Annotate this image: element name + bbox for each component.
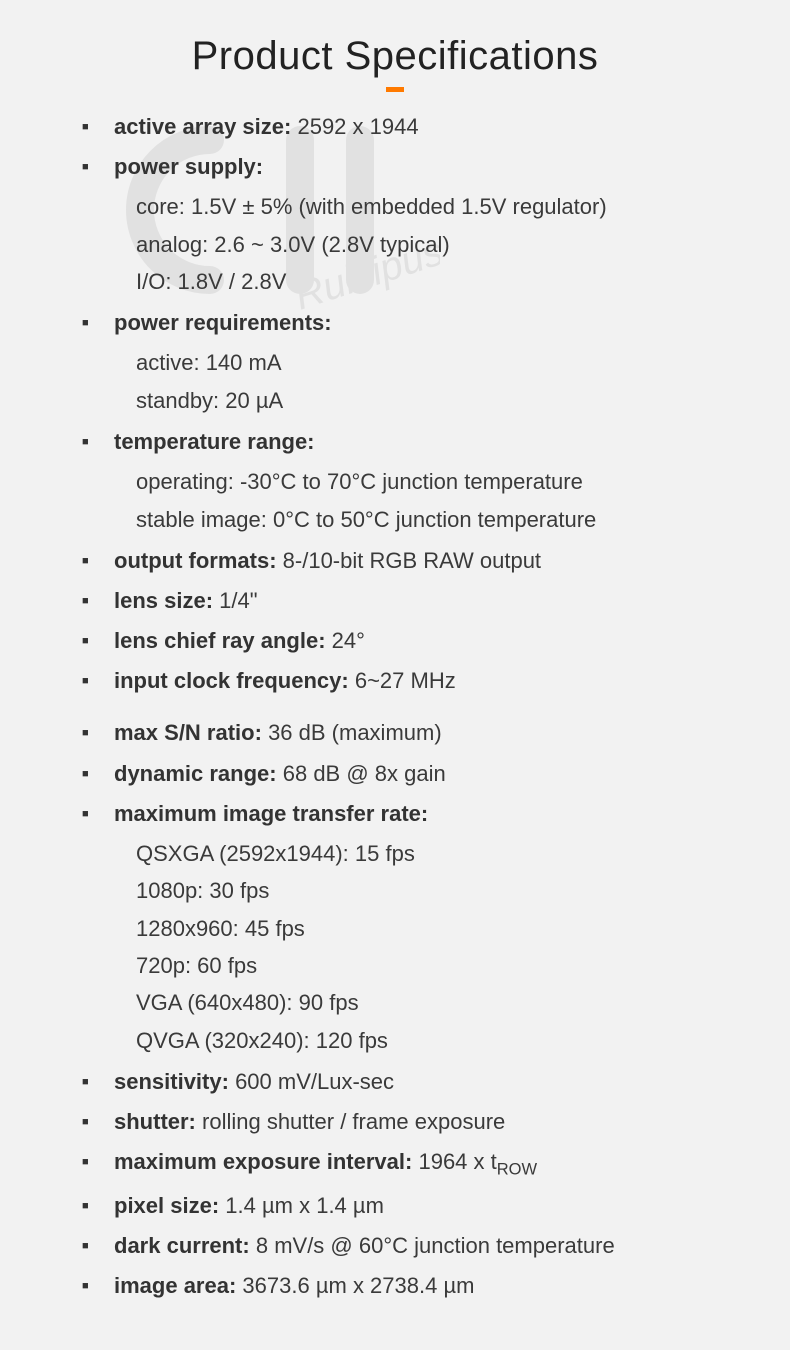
- spec-subitem: operating: -30°C to 70°C junction temper…: [136, 463, 750, 500]
- spec-label: input clock frequency:: [114, 668, 349, 693]
- spec-value: 3673.6 µm x 2738.4 µm: [242, 1273, 474, 1298]
- spec-subitem: 720p: 60 fps: [136, 947, 750, 984]
- spec-label: sensitivity:: [114, 1069, 229, 1094]
- spec-subitem: I/O: 1.8V / 2.8V: [136, 263, 750, 300]
- spec-item: pixel size: 1.4 µm x 1.4 µm: [74, 1189, 750, 1223]
- spec-subitem: QVGA (320x240): 120 fps: [136, 1022, 750, 1059]
- spec-label: output formats:: [114, 548, 277, 573]
- spec-label: max S/N ratio:: [114, 720, 262, 745]
- spec-sublist: operating: -30°C to 70°C junction temper…: [114, 463, 750, 538]
- spec-value: 1964 x tROW: [418, 1149, 537, 1174]
- spec-subitem: stable image: 0°C to 50°C junction tempe…: [136, 501, 750, 538]
- spec-item: active array size: 2592 x 1944: [74, 110, 750, 144]
- spec-item: dark current: 8 mV/s @ 60°C junction tem…: [74, 1229, 750, 1263]
- spec-value: 8-/10-bit RGB RAW output: [283, 548, 541, 573]
- spec-sublist: core: 1.5V ± 5% (with embedded 1.5V regu…: [114, 188, 750, 300]
- spec-subitem: active: 140 mA: [136, 344, 750, 381]
- spec-subitem: standby: 20 µA: [136, 382, 750, 419]
- spec-item: maximum exposure interval: 1964 x tROW: [74, 1145, 750, 1183]
- spec-item: image area: 3673.6 µm x 2738.4 µm: [74, 1269, 750, 1303]
- spec-page: Ruisipush Product Specifications active …: [0, 0, 790, 1350]
- spec-label: pixel size:: [114, 1193, 219, 1218]
- spec-item: max S/N ratio: 36 dB (maximum): [74, 716, 750, 750]
- spec-value: 68 dB @ 8x gain: [283, 761, 446, 786]
- spec-label: maximum exposure interval:: [114, 1149, 412, 1174]
- spec-subitem: 1080p: 30 fps: [136, 872, 750, 909]
- spec-label: active array size:: [114, 114, 291, 139]
- spec-label: maximum image transfer rate:: [114, 801, 428, 826]
- spec-item: power supply: core: 1.5V ± 5% (with embe…: [74, 150, 750, 300]
- spec-label: power supply:: [114, 154, 263, 179]
- spec-value: 8 mV/s @ 60°C junction temperature: [256, 1233, 615, 1258]
- spec-label: image area:: [114, 1273, 236, 1298]
- spec-value: 6~27 MHz: [355, 668, 456, 693]
- spec-subitem: 1280x960: 45 fps: [136, 910, 750, 947]
- spec-label: temperature range:: [114, 429, 315, 454]
- spec-value: rolling shutter / frame exposure: [202, 1109, 505, 1134]
- spec-item: input clock frequency: 6~27 MHz: [74, 664, 750, 698]
- spec-sublist: active: 140 mA standby: 20 µA: [114, 344, 750, 419]
- spec-value: 36 dB (maximum): [268, 720, 442, 745]
- spec-sublist: QSXGA (2592x1944): 15 fps 1080p: 30 fps …: [114, 835, 750, 1059]
- spec-value: 600 mV/Lux-sec: [235, 1069, 394, 1094]
- spec-list-1: active array size: 2592 x 1944 power sup…: [74, 110, 750, 698]
- spec-item: dynamic range: 68 dB @ 8x gain: [74, 757, 750, 791]
- spec-item: lens size: 1/4": [74, 584, 750, 618]
- spec-label: lens chief ray angle:: [114, 628, 326, 653]
- spec-value: 1.4 µm x 1.4 µm: [225, 1193, 384, 1218]
- spec-item: output formats: 8-/10-bit RGB RAW output: [74, 544, 750, 578]
- spec-label: shutter:: [114, 1109, 196, 1134]
- spec-label: power requirements:: [114, 310, 332, 335]
- spec-subitem: QSXGA (2592x1944): 15 fps: [136, 835, 750, 872]
- spec-label: dynamic range:: [114, 761, 277, 786]
- spec-item: temperature range: operating: -30°C to 7…: [74, 425, 750, 538]
- spec-list-2: max S/N ratio: 36 dB (maximum) dynamic r…: [74, 716, 750, 1303]
- spec-subitem: VGA (640x480): 90 fps: [136, 984, 750, 1021]
- spec-item: power requirements: active: 140 mA stand…: [74, 306, 750, 419]
- spec-value: 24°: [332, 628, 365, 653]
- spec-subitem: analog: 2.6 ~ 3.0V (2.8V typical): [136, 226, 750, 263]
- spec-value: 1/4": [219, 588, 257, 613]
- page-title: Product Specifications: [0, 0, 790, 79]
- spec-content: active array size: 2592 x 1944 power sup…: [0, 92, 790, 1350]
- spec-item: lens chief ray angle: 24°: [74, 624, 750, 658]
- spec-label: lens size:: [114, 588, 213, 613]
- spec-item: sensitivity: 600 mV/Lux-sec: [74, 1065, 750, 1099]
- spec-label: dark current:: [114, 1233, 250, 1258]
- spec-subitem: core: 1.5V ± 5% (with embedded 1.5V regu…: [136, 188, 750, 225]
- spec-item: shutter: rolling shutter / frame exposur…: [74, 1105, 750, 1139]
- spec-value: 2592 x 1944: [297, 114, 418, 139]
- spec-item: maximum image transfer rate: QSXGA (2592…: [74, 797, 750, 1059]
